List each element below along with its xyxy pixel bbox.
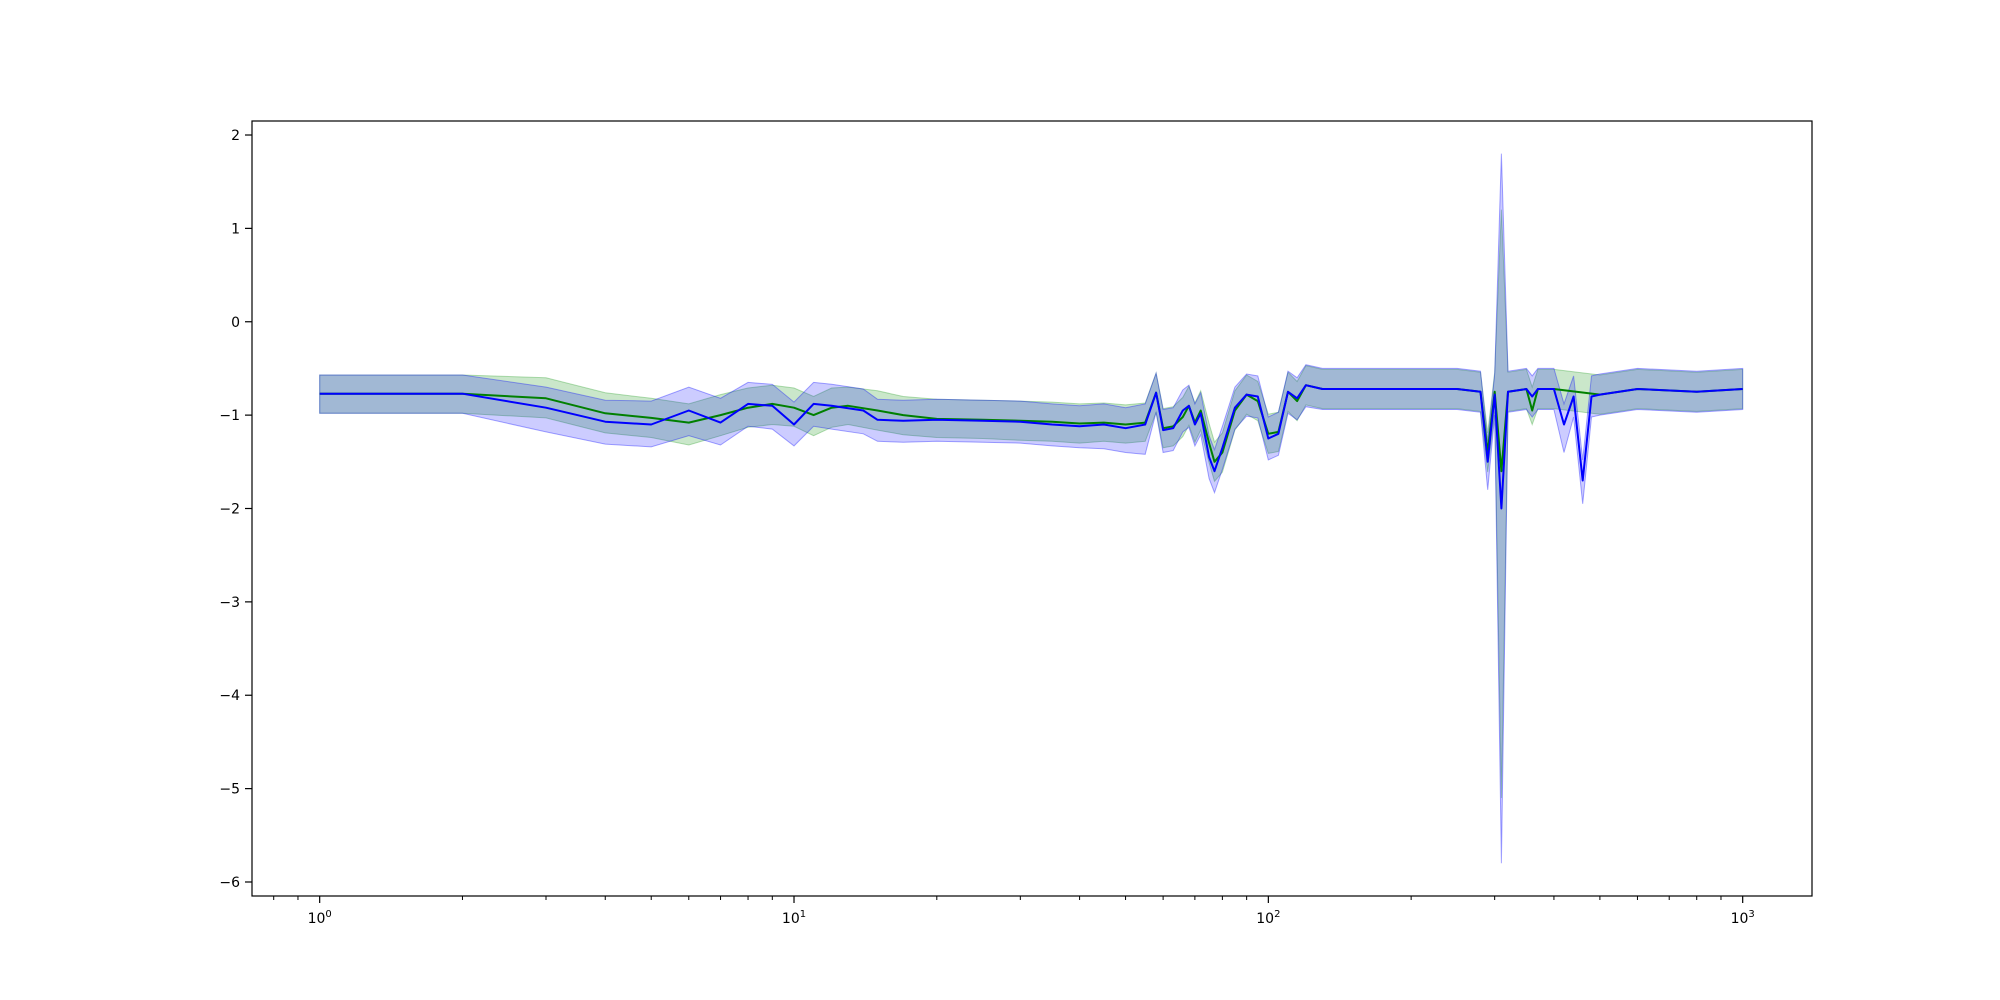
series-group: [319, 153, 1744, 864]
y-tick-label: 1: [231, 221, 240, 237]
series-1-band: [319, 209, 1744, 799]
series-2-line: [319, 384, 1743, 510]
x-tick-label: 100: [308, 909, 332, 927]
y-tick-label: −3: [219, 595, 240, 611]
y-tick-label: −1: [219, 408, 240, 424]
series-1-line: [319, 384, 1743, 473]
x-axis: 100 101 102 103: [273, 896, 1755, 927]
y-tick-label: 0: [231, 315, 240, 331]
y-axis: 2 1 0 −1 −2 −3 −4 −5 −6: [219, 128, 252, 891]
y-tick-label: −2: [219, 502, 240, 518]
y-tick-label: −6: [219, 875, 240, 891]
x-tick-label: 103: [1731, 909, 1755, 927]
y-tick-label: −4: [219, 688, 240, 704]
series-2-band: [319, 153, 1744, 864]
x-tick-label: 101: [782, 909, 806, 927]
x-tick-label: 102: [1256, 909, 1280, 927]
y-tick-label: −5: [219, 782, 240, 798]
plot-area: [319, 153, 1744, 864]
y-tick-label: 2: [231, 128, 240, 144]
